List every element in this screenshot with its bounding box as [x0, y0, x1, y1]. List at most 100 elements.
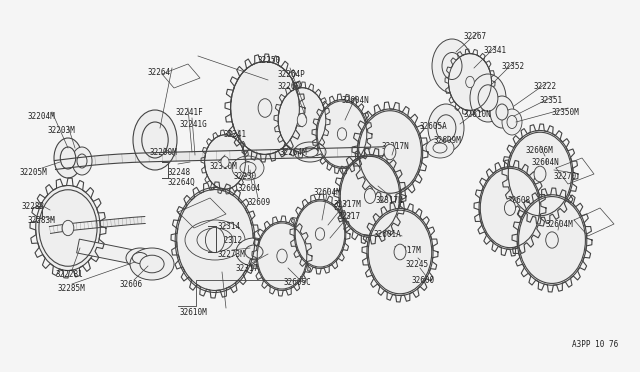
Text: 32200M: 32200M — [150, 148, 178, 157]
Polygon shape — [54, 147, 390, 170]
Text: 32317: 32317 — [338, 212, 361, 221]
Ellipse shape — [256, 222, 308, 291]
Ellipse shape — [442, 52, 462, 80]
Text: 32312: 32312 — [220, 236, 243, 245]
Text: 32203M: 32203M — [48, 126, 76, 135]
Ellipse shape — [316, 228, 324, 240]
Text: 32604: 32604 — [238, 184, 261, 193]
Ellipse shape — [466, 76, 474, 88]
Ellipse shape — [367, 208, 433, 295]
Text: 32601A: 32601A — [374, 230, 402, 239]
Ellipse shape — [126, 248, 154, 268]
Ellipse shape — [394, 244, 406, 260]
Text: 32604N: 32604N — [342, 96, 370, 105]
Text: 32250: 32250 — [258, 56, 281, 65]
Ellipse shape — [245, 245, 263, 259]
Ellipse shape — [436, 115, 456, 141]
Ellipse shape — [384, 144, 396, 160]
Ellipse shape — [502, 109, 522, 135]
Ellipse shape — [534, 166, 546, 182]
Ellipse shape — [232, 156, 264, 180]
Text: 32245: 32245 — [406, 260, 429, 269]
Text: 32604M: 32604M — [546, 220, 573, 229]
Text: 32267: 32267 — [464, 32, 487, 41]
Ellipse shape — [60, 147, 76, 169]
Text: 32248: 32248 — [168, 168, 191, 177]
Text: 32273M: 32273M — [218, 250, 246, 259]
Text: 32317M: 32317M — [334, 200, 362, 209]
Ellipse shape — [230, 61, 300, 154]
Text: 32264M: 32264M — [280, 148, 308, 157]
Ellipse shape — [490, 96, 514, 128]
Ellipse shape — [205, 135, 245, 189]
Ellipse shape — [142, 122, 168, 158]
Ellipse shape — [339, 155, 401, 237]
Ellipse shape — [294, 142, 326, 162]
Ellipse shape — [133, 110, 177, 170]
Ellipse shape — [236, 238, 272, 266]
Text: 32605C: 32605C — [284, 278, 312, 287]
Text: 32285M: 32285M — [58, 284, 86, 293]
Text: 32351: 32351 — [540, 96, 563, 105]
Text: 32241G: 32241G — [180, 120, 208, 129]
Polygon shape — [49, 217, 145, 234]
Ellipse shape — [221, 157, 229, 167]
Ellipse shape — [507, 131, 573, 218]
Ellipse shape — [258, 99, 272, 117]
Text: 32282: 32282 — [22, 202, 45, 211]
Text: 32241F: 32241F — [176, 108, 204, 117]
Text: 32310M: 32310M — [210, 162, 237, 171]
Ellipse shape — [77, 154, 87, 168]
Text: 32604N: 32604N — [532, 158, 560, 167]
Text: 32609M: 32609M — [434, 136, 461, 145]
Text: 32264: 32264 — [148, 68, 171, 77]
Ellipse shape — [504, 201, 516, 215]
Text: 32314: 32314 — [218, 222, 241, 231]
Text: 32260: 32260 — [278, 82, 301, 91]
Ellipse shape — [428, 104, 464, 152]
Ellipse shape — [546, 232, 558, 248]
Text: 32241: 32241 — [224, 130, 247, 139]
Ellipse shape — [507, 115, 517, 128]
Text: 32341: 32341 — [484, 46, 507, 55]
Ellipse shape — [357, 109, 422, 195]
Ellipse shape — [470, 74, 506, 122]
Ellipse shape — [72, 147, 92, 175]
Text: 32609: 32609 — [248, 198, 271, 207]
Text: 32606: 32606 — [120, 280, 143, 289]
Text: 32605A: 32605A — [420, 122, 448, 131]
Text: A3PP 10 76: A3PP 10 76 — [572, 340, 618, 349]
Text: 32352: 32352 — [502, 62, 525, 71]
Text: 32610N: 32610N — [464, 110, 492, 119]
Ellipse shape — [297, 113, 307, 126]
Text: 32317N: 32317N — [376, 196, 404, 205]
Ellipse shape — [130, 248, 174, 280]
Text: 32204M: 32204M — [28, 112, 56, 121]
Text: 32317N: 32317N — [382, 142, 410, 151]
Ellipse shape — [364, 189, 376, 203]
Ellipse shape — [278, 88, 326, 152]
Text: 32264Q: 32264Q — [168, 178, 196, 187]
Text: 32205M: 32205M — [20, 168, 48, 177]
Ellipse shape — [517, 195, 587, 285]
Ellipse shape — [316, 100, 368, 169]
Ellipse shape — [302, 147, 318, 157]
Ellipse shape — [294, 200, 346, 269]
Ellipse shape — [277, 249, 287, 263]
Ellipse shape — [205, 227, 225, 253]
Text: 32222: 32222 — [534, 82, 557, 91]
Ellipse shape — [132, 253, 148, 263]
Ellipse shape — [140, 255, 164, 273]
Text: 32317M: 32317M — [394, 246, 422, 255]
Text: 32283M: 32283M — [28, 216, 56, 225]
Ellipse shape — [337, 128, 347, 140]
Text: 32604M: 32604M — [314, 188, 342, 197]
Ellipse shape — [449, 54, 492, 110]
Text: 32264P: 32264P — [278, 70, 306, 79]
Text: 32610M: 32610M — [180, 308, 208, 317]
Ellipse shape — [240, 162, 256, 174]
Text: 32317: 32317 — [236, 264, 259, 273]
Text: 32600: 32600 — [412, 276, 435, 285]
Text: 32608: 32608 — [508, 196, 531, 205]
Ellipse shape — [177, 190, 253, 291]
